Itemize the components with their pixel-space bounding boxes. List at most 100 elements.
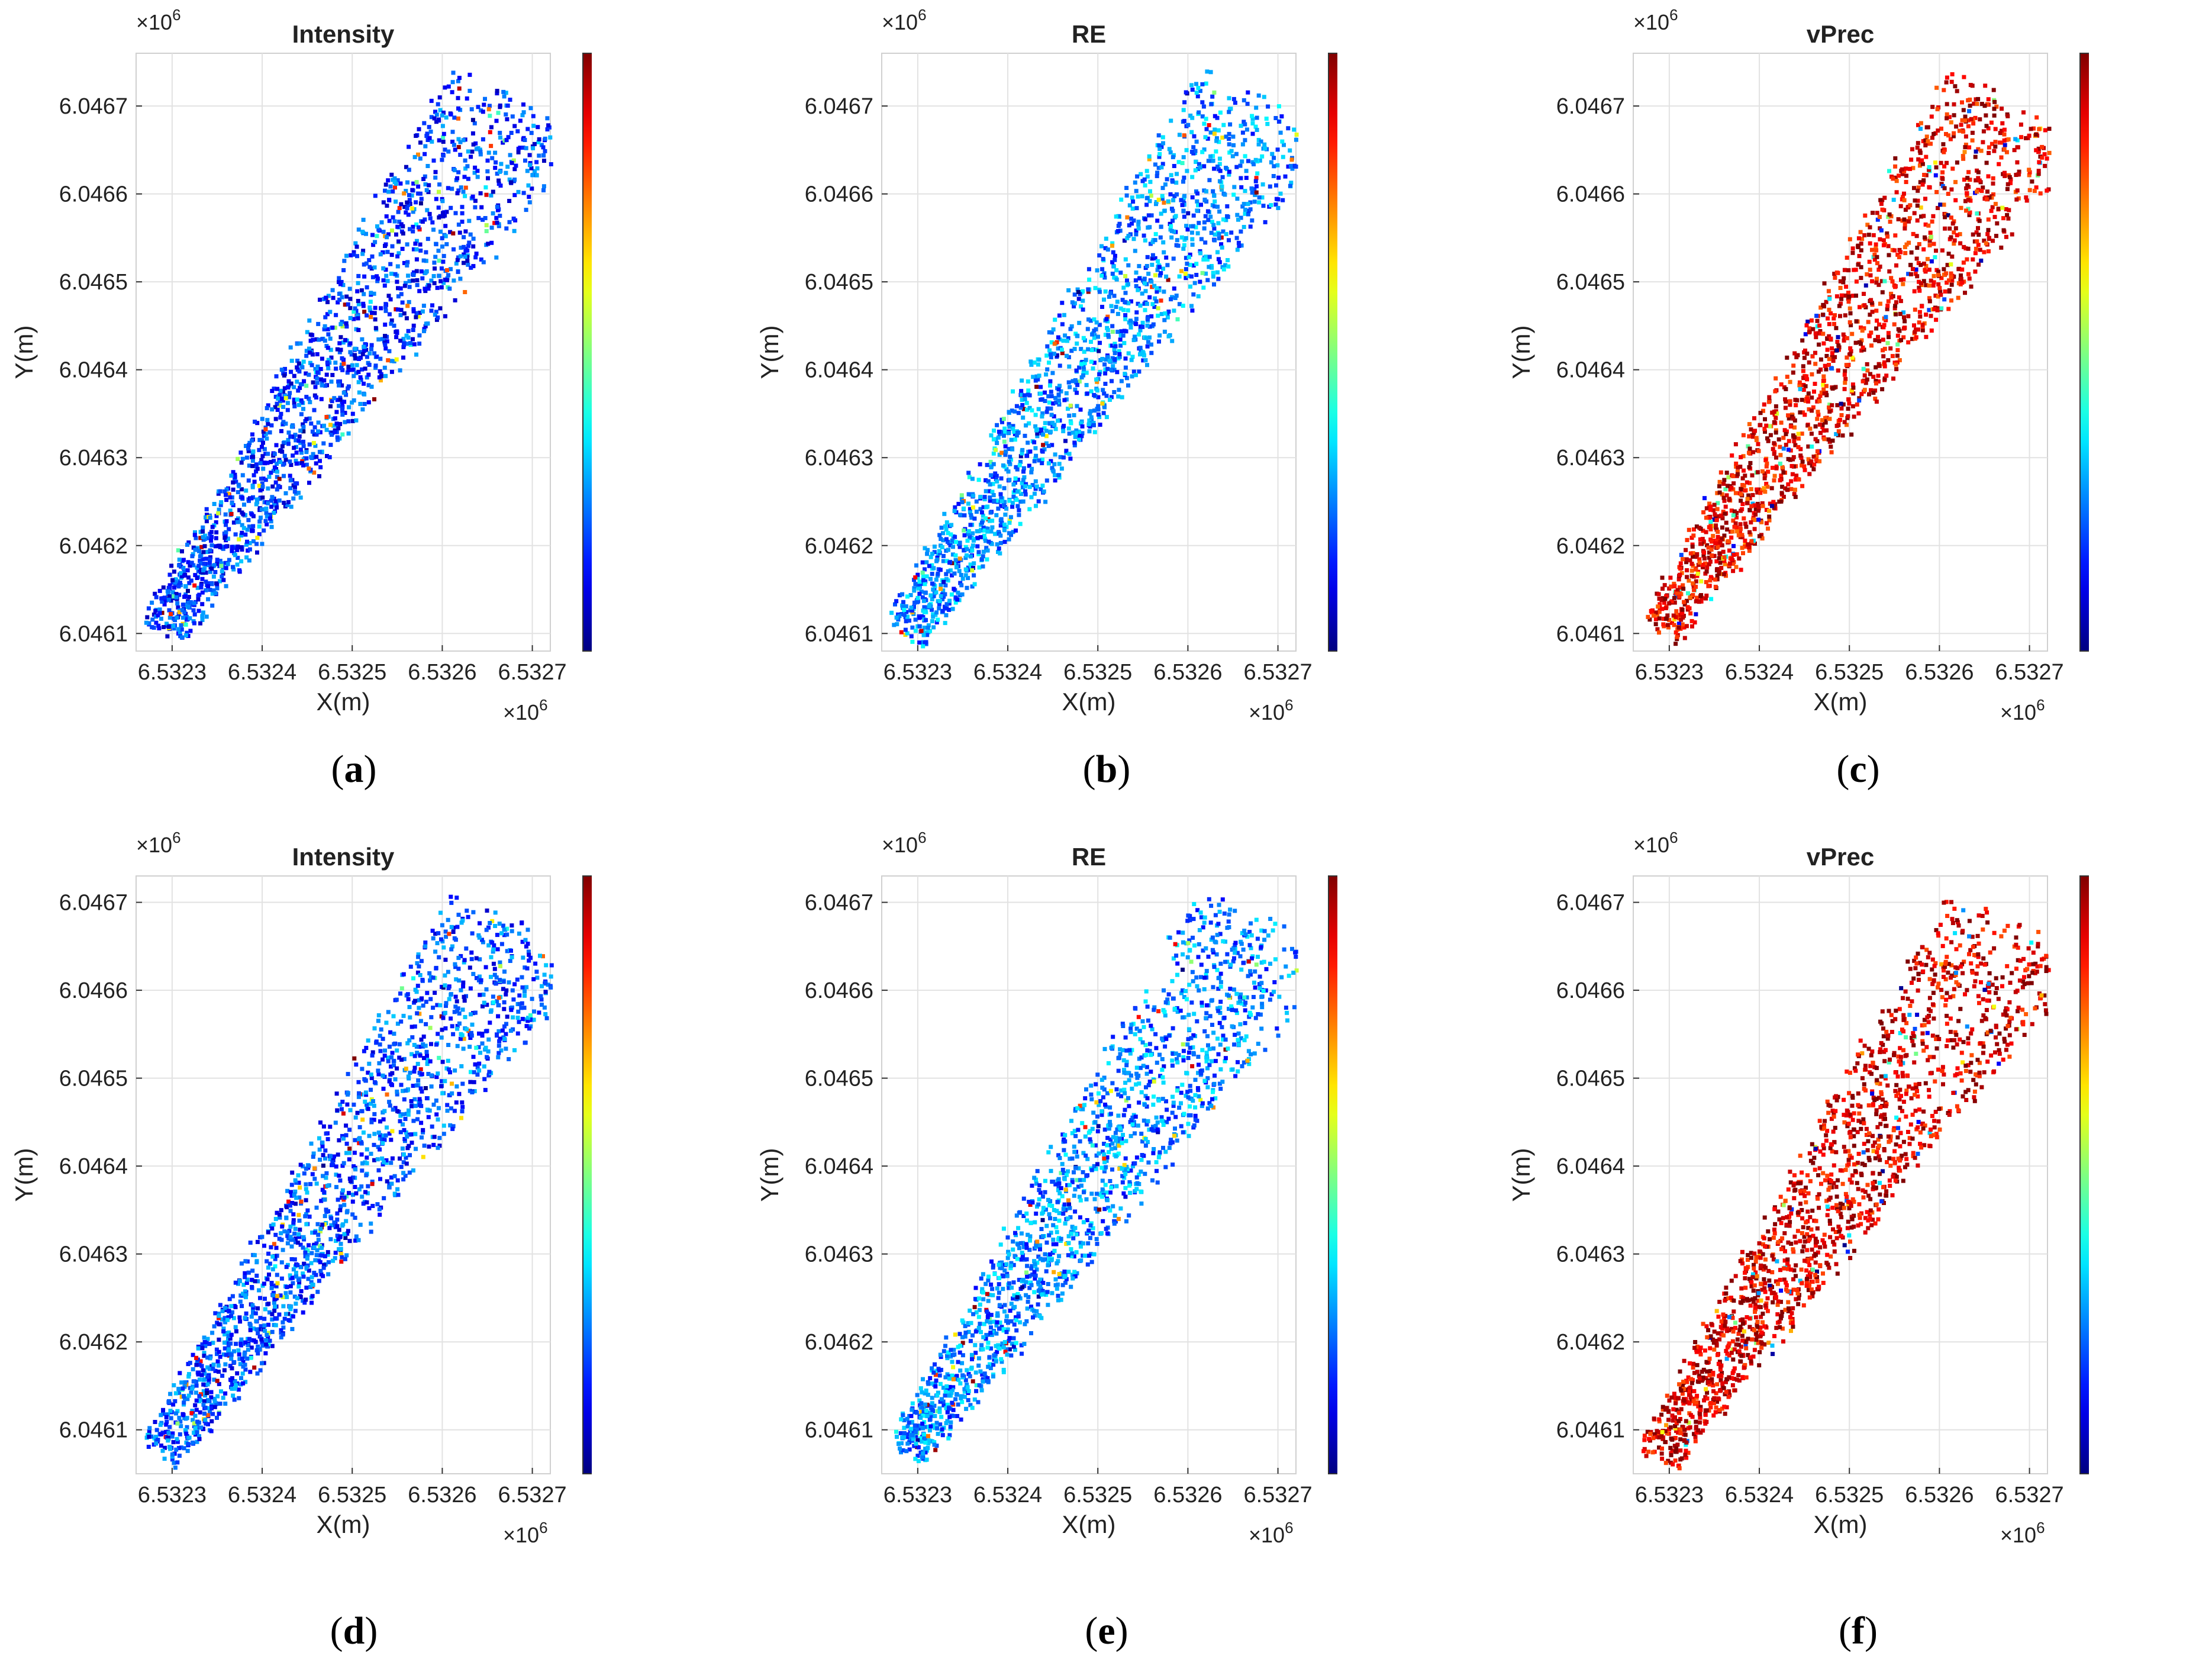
data-point (1122, 239, 1127, 243)
data-point (269, 423, 274, 428)
data-point (353, 346, 357, 351)
data-point (1936, 294, 1940, 299)
data-point (1217, 140, 1221, 144)
data-point (1967, 109, 1972, 114)
data-point (1753, 507, 1758, 512)
data-point (373, 305, 378, 310)
data-point (952, 587, 956, 591)
data-point (491, 189, 495, 194)
data-point (433, 109, 437, 114)
data-point (1169, 118, 1173, 123)
data-point (1850, 294, 1855, 298)
data-point (1929, 314, 1933, 318)
data-point (954, 565, 959, 569)
data-point (453, 147, 457, 152)
data-point (1097, 415, 1102, 420)
data-point (1965, 257, 1969, 262)
data-point (1727, 548, 1731, 553)
data-point (1215, 115, 1220, 120)
data-point (1942, 164, 1947, 169)
data-point (1758, 423, 1762, 427)
data-point (2047, 127, 2052, 131)
data-point (1089, 417, 1094, 422)
data-point (1813, 331, 1818, 336)
data-point (356, 281, 360, 285)
data-point (971, 538, 976, 543)
data-point (289, 463, 294, 467)
data-point (1684, 557, 1689, 562)
data-point (915, 582, 920, 587)
data-point (305, 330, 309, 334)
data-point (934, 590, 939, 595)
data-point (1818, 394, 1823, 398)
data-point (1037, 357, 1041, 362)
data-point (1186, 255, 1191, 260)
data-point (1921, 247, 1926, 252)
data-point (1231, 192, 1236, 197)
data-point (1709, 597, 1714, 601)
data-point (1211, 189, 1215, 194)
data-point (1147, 154, 1152, 159)
data-point (160, 610, 165, 615)
data-point (1275, 147, 1280, 152)
data-point (1166, 310, 1171, 314)
data-point (1816, 410, 1820, 414)
data-point (368, 308, 373, 313)
data-point (323, 384, 328, 388)
data-point (498, 135, 502, 140)
data-point (1834, 270, 1839, 275)
data-point (1065, 353, 1069, 358)
data-point (940, 597, 945, 601)
data-point (1105, 319, 1110, 324)
data-point (354, 418, 359, 423)
data-point (1191, 145, 1196, 150)
data-point (350, 411, 355, 416)
data-point (1881, 243, 1886, 247)
data-point (402, 260, 407, 265)
data-point (1056, 346, 1060, 351)
data-point (512, 178, 517, 182)
data-point (205, 550, 210, 554)
data-point (1056, 418, 1060, 423)
data-point (273, 405, 278, 410)
data-point (1763, 429, 1767, 434)
data-point (1933, 173, 1938, 178)
data-point (1007, 431, 1011, 436)
data-point (1260, 154, 1265, 159)
data-point (1874, 280, 1879, 285)
data-point (411, 328, 415, 332)
data-point (1096, 412, 1101, 417)
data-point (335, 347, 340, 352)
data-point (1986, 228, 1991, 233)
data-point (414, 269, 419, 273)
data-point (2004, 150, 2009, 154)
data-point (1051, 327, 1056, 332)
data-point (1263, 220, 1268, 224)
data-point (365, 313, 369, 318)
data-point (172, 626, 176, 631)
data-point (1844, 284, 1849, 289)
data-point (1021, 499, 1026, 504)
data-point (414, 315, 418, 320)
data-point (1130, 195, 1134, 200)
data-point (371, 243, 376, 247)
data-point (1936, 206, 1940, 210)
data-point (913, 629, 918, 633)
data-point (1221, 217, 1226, 222)
data-point (1760, 504, 1765, 508)
data-point (1227, 137, 1231, 141)
y-tick-label: 6.0464 (59, 358, 128, 383)
data-point (283, 366, 287, 371)
data-point (1685, 568, 1689, 572)
data-point (1949, 235, 1953, 240)
data-point (1007, 531, 1011, 536)
data-point (463, 185, 468, 190)
data-point (1664, 617, 1669, 621)
data-point (422, 121, 427, 125)
data-point (1124, 329, 1128, 334)
data-point (1933, 255, 1937, 260)
data-point (1147, 157, 1152, 162)
data-point (170, 580, 175, 585)
data-point (424, 259, 428, 263)
data-point (975, 544, 980, 549)
